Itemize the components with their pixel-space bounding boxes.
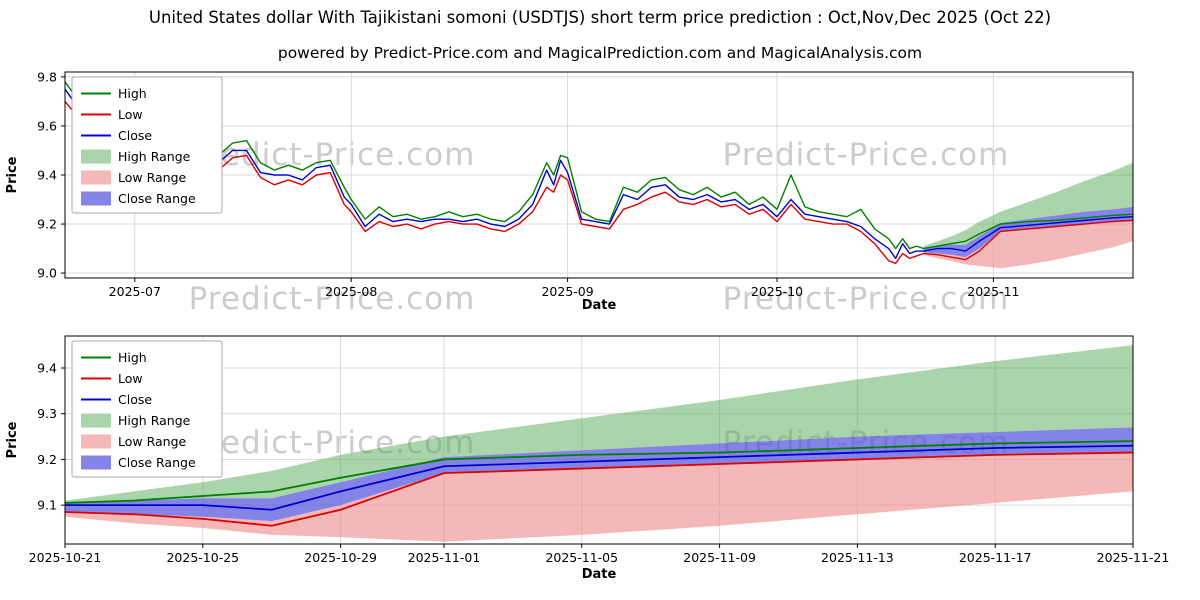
high-range-band xyxy=(65,345,1133,503)
price-history-chart: 9.0 9.2 9.4 9.6 9.8 2025-07 2025-08 2025-09 2025… xyxy=(5,69,1134,313)
high-line xyxy=(64,440,1134,504)
y-axis-label: Price xyxy=(5,421,20,458)
x-tick-label: 2025-11 xyxy=(967,284,1019,299)
y-tick-label: 9.1 xyxy=(37,498,57,513)
low-range-band xyxy=(923,220,1133,269)
y-tick-label: 9.2 xyxy=(37,217,57,232)
x-tick-label: 2025-09 xyxy=(541,284,593,299)
x-tick-label: 2025-10-29 xyxy=(304,550,377,565)
legend-low-label: Low xyxy=(118,371,143,386)
legend-low-range-swatch xyxy=(81,434,111,449)
prediction-detail-chart: 9.1 9.2 9.3 9.4 2025-10-21 2025-10-25 2025-10-… xyxy=(5,335,1170,582)
legend-low-range-swatch xyxy=(81,170,111,185)
x-tick-label: 2025-11-21 xyxy=(1097,550,1170,565)
y-tick-label: 9.8 xyxy=(37,69,57,84)
x-axis-label: Date xyxy=(582,567,617,582)
close-line xyxy=(65,444,1134,511)
low-line xyxy=(64,451,1134,527)
legend-low-label: Low xyxy=(118,107,143,122)
x-axis-label: Date xyxy=(582,298,617,313)
legend-high-range-label: High Range xyxy=(118,149,191,164)
y-tick-label: 9.6 xyxy=(37,118,57,133)
y-axis-label: Price xyxy=(5,156,20,193)
legend-high-range-swatch xyxy=(81,149,111,164)
high-line xyxy=(64,81,1134,250)
legend-close-range-label: Close Range xyxy=(118,455,196,470)
legend-high-range-swatch xyxy=(81,413,111,428)
legend-close-range-label: Close Range xyxy=(118,191,196,206)
plot-border xyxy=(64,335,1134,545)
page-title: United States dollar With Tajikistani so… xyxy=(148,8,1052,27)
legend-low-range-label: Low Range xyxy=(118,170,187,185)
y-tick-label: 9.2 xyxy=(37,452,57,467)
x-tick-label: 2025-11-01 xyxy=(408,550,481,565)
x-tick-label: 2025-11-17 xyxy=(959,550,1032,565)
y-tick-label: 9.4 xyxy=(37,361,57,376)
x-tick-label: 2025-11-09 xyxy=(683,550,756,565)
low-range-band xyxy=(65,452,1133,542)
x-tick-label: 2025-08 xyxy=(325,284,377,299)
legend-close-range-swatch xyxy=(81,191,111,206)
x-tick-label: 2025-07 xyxy=(109,284,161,299)
legend-close-label: Close xyxy=(118,128,152,143)
legend-high-range-label: High Range xyxy=(118,413,191,428)
close-line xyxy=(64,88,1134,260)
page-subtitle: powered by Predict-Price.com and Magical… xyxy=(277,44,923,62)
legend-high-label: High xyxy=(118,350,147,365)
y-tick-label: 9.0 xyxy=(37,266,57,281)
x-tick-label: 2025-11-05 xyxy=(545,550,618,565)
close-range-band xyxy=(923,206,1133,258)
legend-low-range-label: Low Range xyxy=(118,434,187,449)
x-tick-label: 2025-10-25 xyxy=(166,550,239,565)
high-range-band xyxy=(923,162,1133,248)
low-line xyxy=(64,100,1134,264)
y-tick-label: 9.4 xyxy=(37,168,57,183)
y-tick-label: 9.3 xyxy=(37,406,57,421)
x-tick-label: 2025-10-21 xyxy=(29,550,102,565)
x-tick-label: 2025-11-13 xyxy=(821,550,894,565)
x-tick-label: 2025-10 xyxy=(751,284,803,299)
legend-close-label: Close xyxy=(118,392,152,407)
close-range-band xyxy=(65,427,1133,522)
legend-high-label: High xyxy=(118,86,147,101)
legend-close-range-swatch xyxy=(81,455,111,470)
